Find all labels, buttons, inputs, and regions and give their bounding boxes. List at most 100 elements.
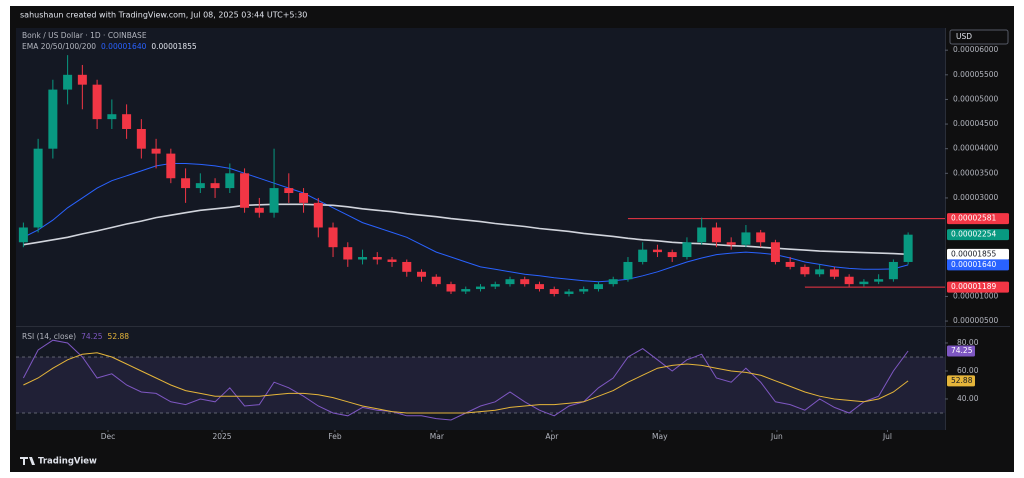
candle-body (343, 247, 353, 260)
candle-body (682, 242, 692, 258)
price-badge-label: 0.00001855 (951, 249, 997, 258)
rsi-value: 74.25 (81, 332, 103, 341)
candle-body (520, 279, 530, 285)
ema-legend: EMA 20/50/100/200 0.00001640 0.00001855 (22, 42, 197, 51)
candle-body (284, 188, 294, 194)
y-tick-label: 0.00004500 (953, 119, 999, 128)
candle-body (593, 284, 603, 290)
candle-body (92, 84, 102, 120)
candle-body (254, 207, 264, 213)
price-badge (947, 213, 1009, 225)
x-tick-label: Feb (328, 432, 342, 441)
candle-body (785, 261, 795, 267)
candle-body (77, 74, 87, 85)
candle-body (299, 193, 309, 203)
candle-body (579, 289, 589, 292)
candle-body (756, 232, 766, 243)
candle-body (800, 266, 810, 275)
candle-body (210, 183, 220, 189)
rsi-badge (947, 375, 975, 387)
price-badge (947, 229, 1009, 241)
y-tick-label: 0.00005500 (953, 70, 999, 79)
candle-body (888, 261, 898, 280)
candle-body (461, 289, 471, 292)
candle-body (48, 89, 58, 149)
price-badge (947, 281, 1009, 293)
candle-body (18, 227, 28, 243)
candle-body (534, 284, 544, 290)
y-tick-label: 0.00001000 (953, 291, 999, 300)
candle-body (564, 291, 574, 294)
candle-body (623, 261, 633, 280)
price-badge (947, 259, 1009, 271)
rsi-legend: RSI (14, close) 74.25 52.88 (22, 332, 129, 341)
x-tick-label: Jul (882, 432, 892, 441)
y-tick-label: 0.00003500 (953, 168, 999, 177)
price-badge-label: 0.00001189 (951, 282, 997, 291)
ema-title: EMA 20/50/100/200 (22, 42, 96, 51)
x-tick-label: Jun (770, 432, 783, 441)
candle-body (815, 269, 825, 275)
candle-body (652, 249, 662, 253)
chart-title: Bonk / US Dollar · 1D · COINBASE (22, 31, 147, 40)
ema-white-value: 0.00001855 (151, 42, 197, 51)
currency-box[interactable] (949, 29, 1009, 45)
candle-body (358, 257, 368, 260)
candle-body (166, 153, 176, 179)
logo (20, 457, 35, 465)
candle-body (874, 279, 884, 282)
candle-body (476, 286, 485, 290)
price-badge-label: 0.00002581 (951, 214, 997, 223)
candle-body (903, 234, 913, 262)
candle-body (225, 173, 235, 189)
x-tick-label: May (652, 432, 668, 441)
candle-body (33, 148, 43, 228)
candle-body (63, 74, 73, 90)
candle-body (181, 178, 191, 189)
candle-body (741, 232, 751, 245)
candle-body (372, 257, 382, 260)
price-badge (947, 248, 1009, 260)
rsi-ma-value: 52.88 (108, 332, 130, 341)
footer: TradingView (38, 457, 97, 467)
candle-body (240, 173, 250, 208)
rsi-badge-label: 52.88 (951, 376, 973, 385)
rsi-band (16, 356, 945, 413)
candle-body (770, 242, 780, 262)
y-tick-label: 0.00003000 (953, 193, 999, 202)
candle-body (667, 252, 677, 258)
x-tick-label: 2025 (212, 432, 231, 441)
x-tick-label: Apr (545, 432, 559, 441)
candle-body (387, 259, 397, 262)
price-badge-label: 0.00001640 (951, 260, 997, 269)
rsi-tick-label: 40.00 (957, 394, 979, 403)
rsi-title: RSI (14, close) (22, 332, 76, 341)
price-badge-label: 0.00002254 (951, 230, 997, 239)
candle-body (608, 279, 618, 285)
rsi-tick-label: 60.00 (957, 366, 979, 375)
rsi-badge (947, 345, 975, 357)
ema-line (23, 203, 909, 256)
candle-body (505, 279, 515, 285)
rsi-ma-line (23, 352, 909, 414)
y-tick-label: 0.00004000 (953, 144, 999, 153)
candle-body (446, 284, 456, 292)
candle-body (122, 114, 132, 129)
candle-body (136, 128, 146, 149)
candle-body (726, 242, 736, 245)
x-tick-label: Dec (101, 432, 116, 441)
candle-body (417, 271, 427, 277)
candle-body (313, 202, 323, 228)
candle-body (490, 284, 500, 287)
chart-area (16, 28, 945, 430)
candle-body (697, 227, 707, 243)
currency[interactable]: USD (956, 32, 972, 41)
candle-body (269, 188, 279, 213)
candle-body (431, 276, 441, 285)
candle-body (829, 269, 839, 277)
candle-body (107, 114, 117, 120)
x-tick-label: Mar (430, 432, 445, 441)
header: sahushaun created with TradingView.com, … (20, 11, 307, 20)
